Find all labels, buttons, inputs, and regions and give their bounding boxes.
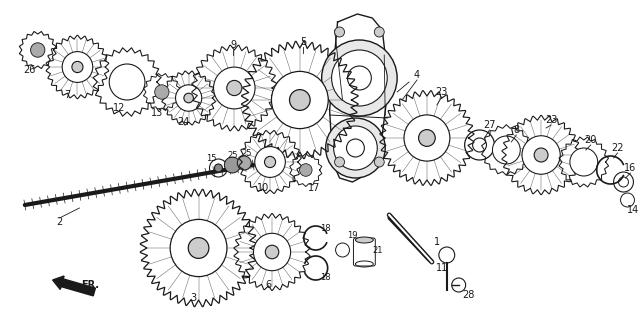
Text: 6: 6 (265, 280, 271, 290)
Circle shape (374, 27, 384, 37)
Ellipse shape (355, 237, 373, 243)
Circle shape (492, 136, 520, 164)
Circle shape (188, 237, 209, 259)
Text: 27: 27 (483, 120, 496, 130)
Text: 18: 18 (321, 274, 331, 283)
Circle shape (348, 66, 371, 90)
Text: 11: 11 (436, 263, 448, 273)
Text: 13: 13 (151, 108, 163, 118)
Circle shape (266, 245, 279, 259)
Circle shape (255, 147, 285, 177)
Circle shape (335, 243, 349, 257)
Text: 5: 5 (300, 37, 306, 47)
Text: 19: 19 (348, 230, 358, 239)
Circle shape (170, 220, 227, 276)
Circle shape (452, 278, 466, 292)
Text: 14: 14 (627, 205, 639, 215)
Circle shape (332, 50, 387, 106)
Circle shape (439, 247, 455, 263)
Text: 17: 17 (308, 183, 320, 193)
Text: 26: 26 (24, 65, 36, 75)
Circle shape (227, 80, 242, 96)
Circle shape (346, 139, 364, 157)
Text: 16: 16 (625, 163, 637, 173)
Circle shape (570, 148, 598, 176)
Circle shape (31, 43, 45, 57)
Text: 21: 21 (372, 245, 383, 254)
Circle shape (237, 156, 251, 170)
Circle shape (214, 164, 222, 172)
Text: 10: 10 (257, 183, 269, 193)
Circle shape (175, 85, 202, 111)
Circle shape (374, 157, 384, 167)
Circle shape (419, 130, 435, 147)
Circle shape (62, 52, 93, 83)
Circle shape (333, 126, 378, 170)
Text: 25: 25 (227, 150, 237, 159)
Circle shape (271, 71, 328, 129)
Circle shape (522, 136, 560, 174)
Text: 24: 24 (177, 117, 190, 127)
Circle shape (322, 40, 397, 116)
Text: 2: 2 (56, 217, 63, 227)
Text: 28: 28 (463, 290, 475, 300)
FancyBboxPatch shape (353, 238, 375, 266)
Circle shape (300, 164, 312, 176)
Text: 22: 22 (611, 143, 624, 153)
Text: 15: 15 (206, 154, 217, 163)
Text: 8: 8 (513, 125, 519, 135)
Circle shape (289, 90, 310, 110)
Text: 23: 23 (436, 87, 448, 97)
Circle shape (155, 85, 169, 99)
Text: 12: 12 (113, 103, 125, 113)
Text: 25: 25 (241, 148, 252, 157)
Circle shape (326, 118, 385, 178)
Circle shape (335, 27, 344, 37)
FancyArrow shape (52, 276, 95, 296)
Circle shape (253, 233, 291, 271)
Circle shape (109, 64, 145, 100)
Circle shape (214, 67, 255, 109)
Circle shape (264, 156, 276, 168)
Circle shape (534, 148, 548, 162)
Circle shape (184, 93, 193, 103)
Circle shape (225, 157, 240, 173)
Circle shape (404, 115, 450, 161)
Text: 4: 4 (414, 70, 420, 80)
Text: FR.: FR. (81, 280, 99, 290)
Text: 3: 3 (191, 293, 196, 303)
Text: 7: 7 (65, 90, 70, 100)
Circle shape (335, 157, 344, 167)
Text: 18: 18 (321, 223, 331, 233)
Text: 9: 9 (230, 40, 236, 50)
Text: 1: 1 (434, 237, 440, 247)
Circle shape (72, 61, 83, 73)
Text: 23: 23 (545, 115, 557, 125)
Text: 20: 20 (584, 135, 597, 145)
